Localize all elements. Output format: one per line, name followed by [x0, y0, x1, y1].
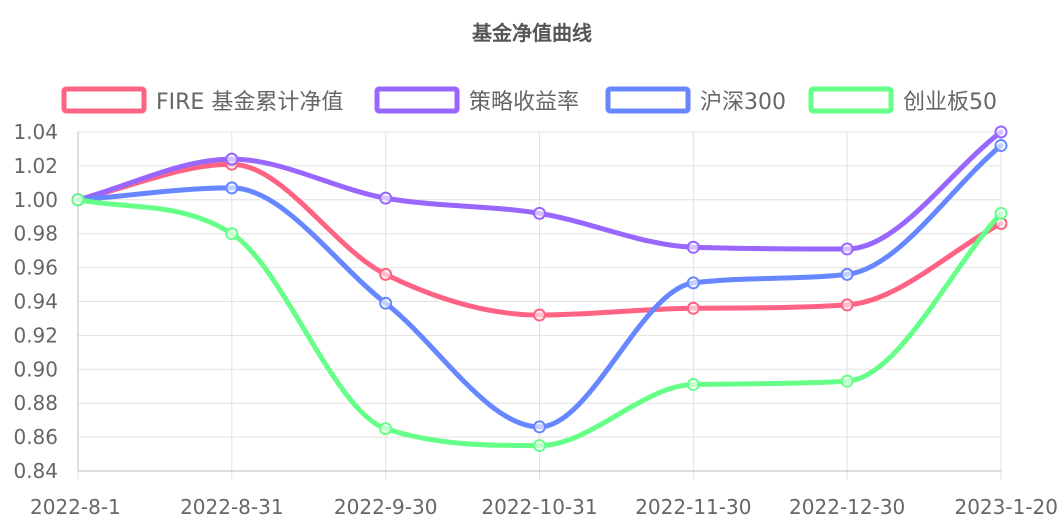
legend-item-3[interactable]: 创业板50 — [808, 86, 997, 115]
chart-title: 基金净值曲线 — [472, 21, 592, 45]
data-point[interactable] — [994, 206, 1008, 220]
legend-swatch — [374, 86, 460, 114]
y-tick-label: 0.84 — [13, 459, 58, 483]
x-tick-label: 2022-9-30 — [334, 495, 438, 519]
data-point[interactable] — [379, 267, 393, 281]
legend-swatch — [605, 86, 691, 114]
legend-item-2[interactable]: 沪深300 — [605, 86, 786, 115]
data-point[interactable] — [994, 139, 1008, 153]
data-point[interactable] — [533, 420, 546, 434]
legend-label: FIRE 基金累计净值 — [156, 90, 343, 115]
data-point[interactable] — [533, 206, 546, 220]
y-tick-label: 0.98 — [13, 222, 58, 246]
y-tick-label: 0.92 — [13, 323, 58, 347]
data-point[interactable] — [71, 193, 85, 207]
data-point[interactable] — [686, 276, 700, 290]
legend-item-1[interactable]: 策略收益率 — [374, 86, 579, 115]
series-lines — [71, 125, 1008, 453]
x-tick-label: 2022-8-31 — [180, 495, 284, 519]
data-point[interactable] — [686, 301, 700, 315]
data-point[interactable] — [994, 125, 1008, 139]
data-point[interactable] — [225, 152, 239, 166]
data-point[interactable] — [840, 374, 854, 388]
y-tick-label: 0.90 — [13, 357, 58, 381]
y-tick-label: 1.00 — [13, 188, 58, 212]
legend-swatch — [808, 86, 894, 114]
data-point[interactable] — [840, 267, 854, 281]
y-tick-label: 0.94 — [13, 290, 58, 314]
data-point[interactable] — [225, 227, 239, 241]
data-point[interactable] — [686, 240, 700, 254]
data-point[interactable] — [686, 378, 700, 392]
data-point[interactable] — [379, 191, 393, 205]
series-3 — [71, 193, 1008, 453]
data-point[interactable] — [533, 308, 546, 322]
x-tick-label: 2022-11-30 — [635, 495, 751, 519]
data-point[interactable] — [379, 296, 393, 310]
data-point[interactable] — [840, 298, 854, 312]
axes: 1.04 1.02 1.00 0.98 0.96 0.94 0.92 0.90 0.88 0.86… — [13, 120, 1058, 519]
data-point[interactable] — [533, 439, 546, 453]
y-tick-label: 1.04 — [13, 120, 58, 144]
data-point[interactable] — [379, 422, 393, 436]
x-tick-label: 2023-1-20 — [954, 495, 1058, 519]
x-tick-label: 2022-10-31 — [481, 495, 597, 519]
legend-label: 创业板50 — [903, 90, 997, 115]
x-tick-label: 2022-8-1 — [30, 495, 121, 519]
legend-swatch — [61, 86, 147, 114]
y-tick-label: 1.02 — [13, 154, 58, 178]
y-tick-label: 0.96 — [13, 256, 58, 280]
x-tick-label: 2022-12-30 — [789, 495, 905, 519]
legend-label: 沪深300 — [700, 90, 786, 115]
data-point[interactable] — [225, 181, 239, 195]
legend: FIRE 基金累计净值 策略收益率 沪深300 创业板50 — [61, 86, 997, 115]
y-tick-label: 0.88 — [13, 391, 58, 415]
y-tick-label: 0.86 — [13, 425, 58, 449]
data-point[interactable] — [840, 242, 854, 256]
legend-label: 策略收益率 — [469, 90, 579, 115]
legend-item-0[interactable]: FIRE 基金累计净值 — [61, 86, 343, 115]
